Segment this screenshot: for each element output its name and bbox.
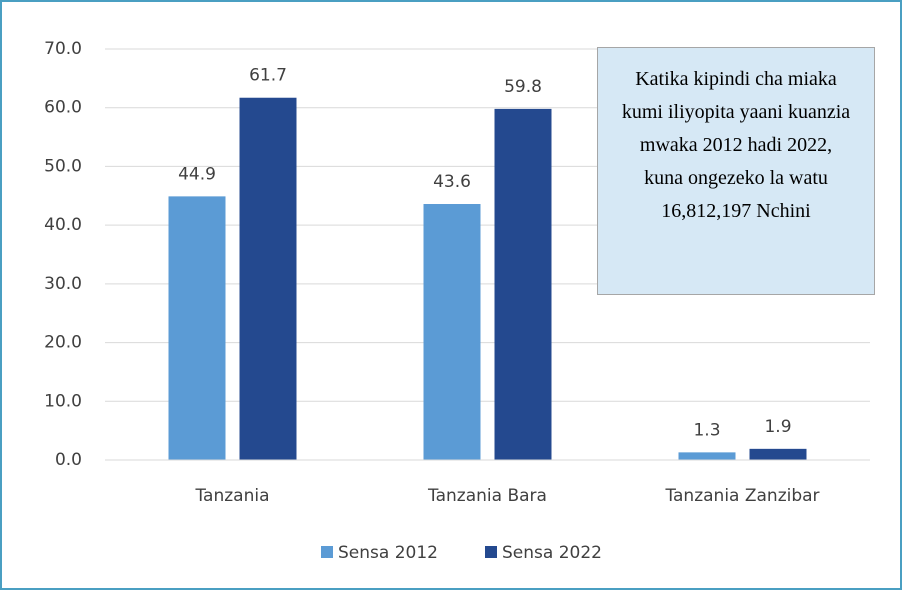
y-tick-label: 10.0: [44, 391, 82, 411]
data-label: 59.8: [504, 77, 542, 97]
bar: [168, 196, 226, 460]
data-label: 1.9: [764, 417, 791, 437]
annotation: Katika kipindi cha miaka kumi iliyopita …: [597, 47, 875, 295]
y-tick-label: 20.0: [44, 333, 82, 353]
bar: [749, 448, 807, 460]
data-label: 44.9: [178, 164, 216, 184]
data-label: 61.7: [249, 66, 287, 86]
bar: [494, 108, 552, 460]
data-label: 1.3: [693, 420, 720, 440]
legend-label: Sensa 2022: [502, 543, 602, 563]
y-tick-label: 70.0: [44, 39, 82, 59]
x-tick-label: Tanzania Zanzibar: [664, 486, 819, 506]
y-tick-label: 0.0: [55, 450, 82, 470]
y-tick-label: 60.0: [44, 98, 82, 118]
bar: [678, 452, 736, 460]
bar: [239, 97, 297, 461]
x-tick-label: Tanzania: [194, 486, 269, 506]
bar: [423, 204, 481, 460]
x-tick-label: Tanzania Bara: [427, 486, 547, 506]
legend-label: Sensa 2012: [338, 543, 438, 563]
y-tick-label: 30.0: [44, 274, 82, 294]
legend-swatch: [321, 546, 333, 558]
y-tick-label: 40.0: [44, 215, 82, 235]
y-tick-label: 50.0: [44, 156, 82, 176]
legend-swatch: [485, 546, 497, 558]
data-label: 43.6: [433, 172, 471, 192]
